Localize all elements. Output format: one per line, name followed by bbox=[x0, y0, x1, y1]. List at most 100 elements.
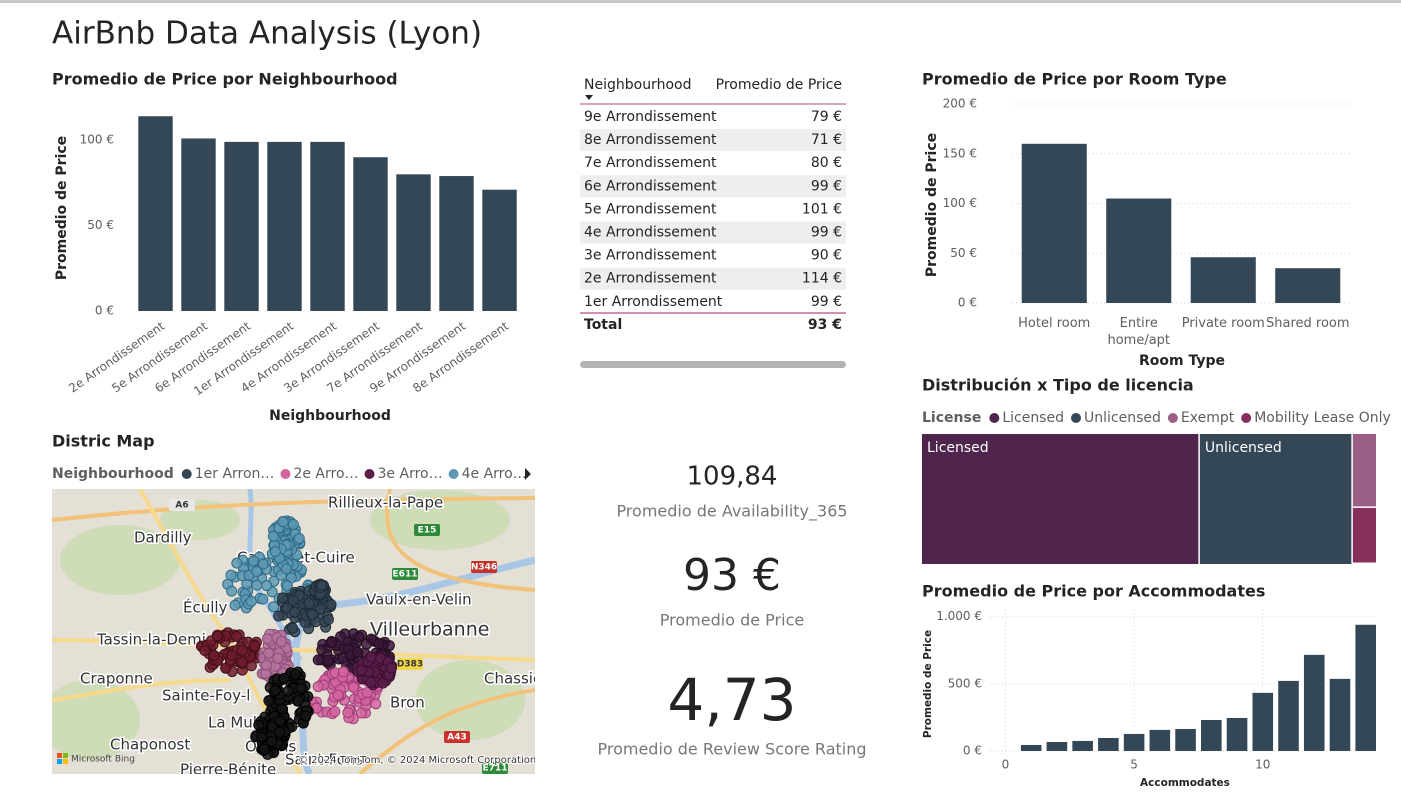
table-cell: 99 € bbox=[811, 294, 842, 310]
y-tick-label: 50 € bbox=[87, 218, 114, 232]
x-tick-label-box: Shared room bbox=[1266, 316, 1350, 331]
map-point bbox=[352, 646, 364, 658]
map-point bbox=[347, 681, 359, 693]
map-point bbox=[261, 633, 273, 645]
bar bbox=[138, 116, 173, 311]
table-total: 93 € bbox=[808, 317, 842, 333]
map-point bbox=[225, 569, 237, 581]
map-attribution: © 2024 TomTom, © 2024 Microsoft Corporat… bbox=[298, 755, 536, 766]
treemap-tile bbox=[1199, 434, 1352, 564]
y-tick-label: 0 € bbox=[95, 304, 114, 318]
bar bbox=[310, 141, 345, 311]
card-label: Promedio de Price bbox=[660, 611, 804, 630]
map-point bbox=[258, 743, 270, 755]
x-tick-label-box: Hotel room bbox=[1018, 316, 1091, 331]
bar bbox=[1226, 717, 1248, 751]
bar bbox=[1175, 728, 1196, 751]
map-point bbox=[199, 644, 211, 656]
map-point bbox=[325, 636, 337, 648]
map-point bbox=[322, 654, 334, 666]
table-cell: 79 € bbox=[811, 109, 842, 125]
legend-label: Mobility Lease Only bbox=[1254, 410, 1391, 426]
table-cell: 7e Arrondissement bbox=[584, 155, 717, 171]
map-point bbox=[267, 530, 279, 542]
place-label: Chassie bbox=[484, 670, 542, 688]
y-tick-label: 500 € bbox=[948, 676, 982, 690]
map-point bbox=[236, 656, 248, 668]
treemap-tile bbox=[1352, 434, 1376, 507]
map-point bbox=[312, 681, 324, 693]
bar bbox=[1201, 719, 1222, 751]
y-axis-label: Promedio de Price bbox=[924, 133, 940, 277]
map-point bbox=[211, 630, 223, 642]
map-point bbox=[275, 636, 287, 648]
map-point bbox=[316, 644, 328, 656]
x-tick-label: 5 bbox=[1130, 758, 1138, 772]
row-band bbox=[580, 221, 846, 244]
chart-title: Promedio de Price por Neighbourhood bbox=[52, 70, 398, 89]
map-point bbox=[251, 565, 263, 577]
table-cell: 5e Arrondissement bbox=[584, 201, 717, 217]
map-point bbox=[245, 595, 257, 607]
map-point bbox=[220, 662, 232, 674]
bar bbox=[1123, 733, 1145, 751]
map-point bbox=[332, 689, 344, 701]
table-cell: 4e Arrondissement bbox=[584, 225, 717, 241]
legend-next bbox=[525, 468, 531, 480]
map: Rillieux-la-PapeDardillyCaluire-et-Cuire… bbox=[52, 489, 542, 774]
road-shield bbox=[169, 499, 195, 511]
table-cell: 80 € bbox=[811, 155, 842, 171]
bar bbox=[1020, 744, 1042, 751]
legend-label: Exempt bbox=[1181, 410, 1235, 426]
bar bbox=[1021, 143, 1087, 303]
y-tick-label: 100 € bbox=[80, 133, 114, 147]
road-shield bbox=[482, 762, 508, 774]
map-point bbox=[307, 609, 319, 621]
table-cell: 8e Arrondissement bbox=[584, 132, 717, 148]
bar bbox=[267, 141, 302, 311]
map-point bbox=[208, 649, 220, 661]
table-cell: 101 € bbox=[802, 201, 842, 217]
map-point bbox=[281, 580, 293, 592]
place-label: Villeurbanne bbox=[370, 619, 489, 641]
map-point bbox=[365, 651, 377, 663]
x-tick-label: Private room bbox=[1181, 316, 1265, 331]
map-point bbox=[280, 563, 292, 575]
bar bbox=[482, 189, 517, 311]
road-label: E15 bbox=[418, 526, 437, 536]
map-point bbox=[365, 676, 377, 688]
map-point bbox=[247, 555, 259, 567]
map-point bbox=[335, 631, 347, 643]
map-point bbox=[293, 532, 305, 544]
bar bbox=[1303, 654, 1325, 751]
bar bbox=[1252, 692, 1274, 751]
table-cell: 3e Arrondissement bbox=[584, 248, 717, 264]
map-point bbox=[276, 703, 288, 715]
table-cell: 2e Arrondissement bbox=[584, 271, 717, 287]
y-tick-label: 0 € bbox=[963, 744, 982, 758]
map-point bbox=[257, 558, 269, 570]
place-label: Écully bbox=[183, 598, 228, 617]
map-point bbox=[260, 659, 272, 671]
map-point bbox=[249, 640, 261, 652]
legend-marker bbox=[1167, 413, 1178, 423]
y-tick-label: 200 € bbox=[943, 97, 977, 111]
map-point bbox=[287, 594, 299, 606]
map-point bbox=[226, 585, 238, 597]
bing-logo bbox=[63, 759, 68, 764]
place-label: Craponne bbox=[80, 670, 153, 688]
table-header: Neighbourhood bbox=[584, 77, 691, 93]
x-tick-label: Hotel room bbox=[1018, 316, 1091, 331]
map-point bbox=[226, 649, 238, 661]
legend-marker bbox=[364, 469, 375, 479]
place-label: Vaulx-en-Velin bbox=[366, 591, 472, 609]
map-point bbox=[300, 710, 312, 722]
map-point bbox=[263, 695, 275, 707]
page-title: AirBnb Data Analysis (Lyon) bbox=[52, 16, 482, 52]
map-point bbox=[337, 666, 349, 678]
table-total: Total bbox=[584, 317, 622, 333]
map-point bbox=[316, 579, 328, 591]
road-label: D383 bbox=[397, 660, 423, 670]
map-point bbox=[236, 645, 248, 657]
map-point bbox=[342, 707, 354, 719]
